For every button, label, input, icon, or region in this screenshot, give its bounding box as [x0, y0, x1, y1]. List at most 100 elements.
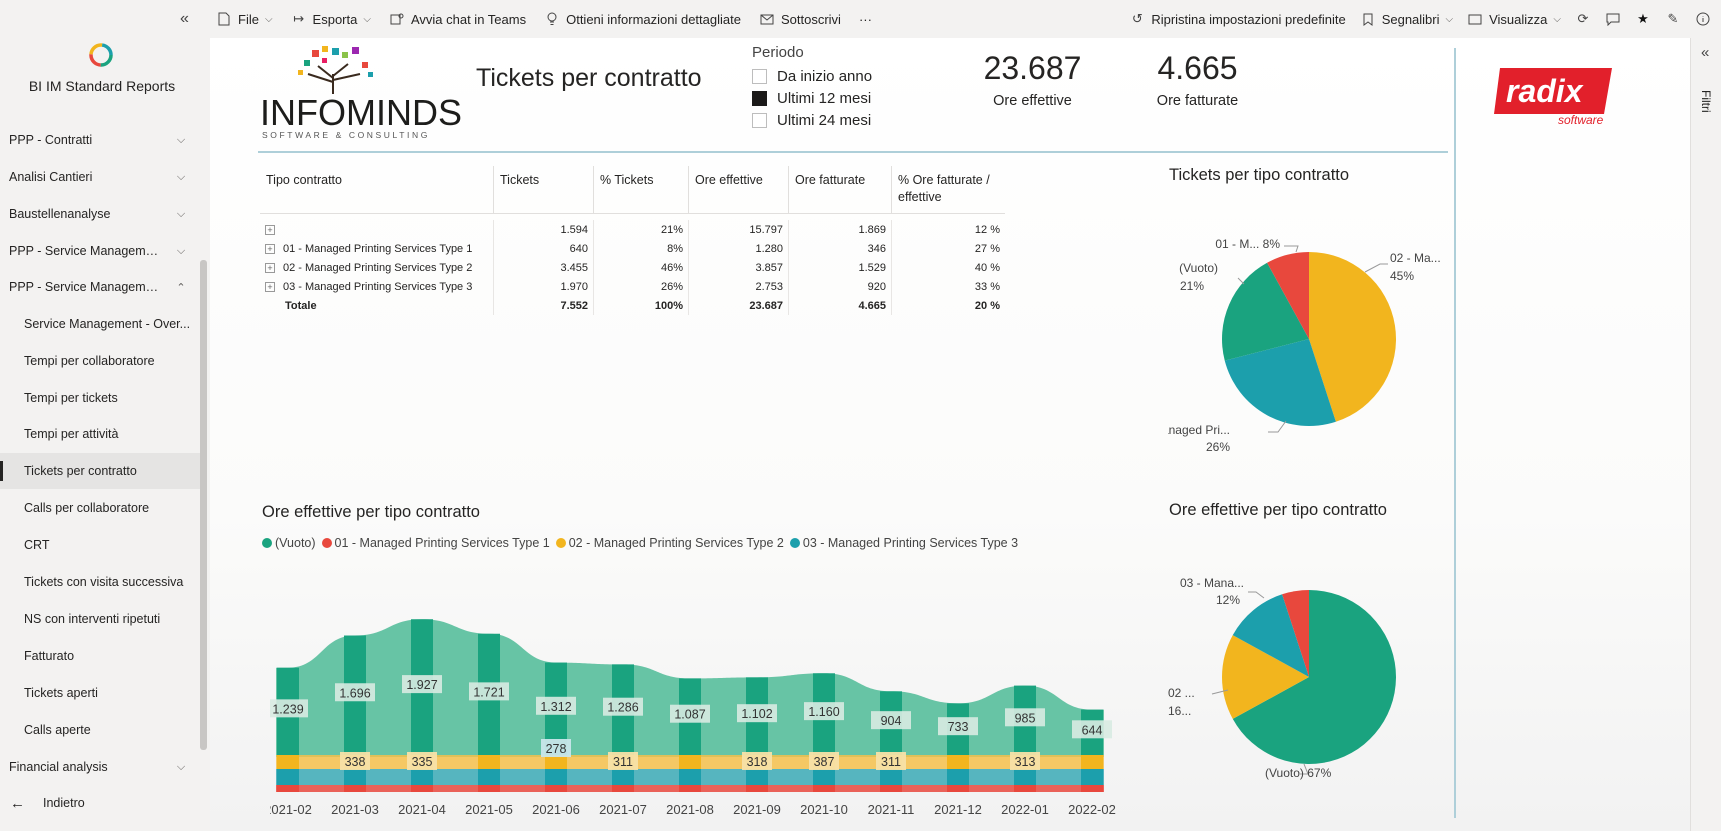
nav-page-interventi-ripetuti[interactable]: NS con interventi ripetuti	[0, 601, 200, 637]
nav-page-tempi-tickets[interactable]: Tempi per tickets	[0, 380, 200, 416]
column-type1[interactable]	[813, 785, 835, 792]
column-type1[interactable]	[612, 785, 634, 792]
nav-group-service-management-1[interactable]: PPP - Service Management... ⌵	[0, 233, 200, 269]
insights-button[interactable]: Ottieni informazioni dettagliate	[544, 11, 741, 27]
column-header[interactable]: Ore effettive	[688, 166, 788, 213]
navigation-pane: BI IM Standard Reports	[0, 38, 208, 831]
nav-page-tickets-per-contratto[interactable]: Tickets per contratto	[0, 453, 200, 489]
nav-group-financial-analysis[interactable]: Financial analysis ⌵	[0, 749, 200, 785]
legend-item[interactable]: 03 - Managed Printing Services Type 3	[789, 536, 1018, 550]
column-type1[interactable]	[679, 785, 701, 792]
column-type3[interactable]	[344, 769, 366, 785]
nav-page-tempi-collaboratore[interactable]: Tempi per collaboratore	[0, 343, 200, 379]
column-header[interactable]: % Tickets	[593, 166, 688, 213]
column-type3[interactable]	[612, 769, 634, 785]
subscribe-button[interactable]: Sottoscrivi	[759, 11, 841, 27]
bookmarks-menu[interactable]: Segnalibri ⌵	[1360, 11, 1453, 27]
nav-page-tickets-aperti[interactable]: Tickets aperti	[0, 675, 200, 711]
column-type2[interactable]	[545, 755, 567, 769]
column-header[interactable]: Ore fatturate	[788, 166, 891, 213]
column-type1[interactable]	[545, 785, 567, 792]
column-type1[interactable]	[880, 785, 902, 792]
pie-slice[interactable]	[1222, 635, 1309, 719]
pie-slice[interactable]	[1267, 252, 1309, 339]
expand-plus-icon[interactable]: +	[265, 243, 275, 254]
collapse-nav-icon[interactable]: «	[180, 10, 189, 27]
expand-plus-icon[interactable]: +	[265, 224, 275, 235]
nav-page-service-overview[interactable]: Service Management - Over...	[0, 306, 200, 342]
column-type3[interactable]	[1081, 769, 1103, 785]
nav-page-crt[interactable]: CRT	[0, 527, 200, 563]
period-option-ytd[interactable]: Da inizio anno	[752, 65, 872, 87]
info-icon[interactable]	[1695, 11, 1711, 27]
pie-slice[interactable]	[1224, 339, 1336, 426]
nav-scrollbar[interactable]	[200, 260, 207, 750]
teams-chat-button[interactable]: Avvia chat in Teams	[389, 11, 526, 27]
nav-page-calls-aperte[interactable]: Calls aperte	[0, 712, 200, 748]
pie-slice[interactable]	[1232, 590, 1396, 764]
column-type3[interactable]	[411, 769, 433, 785]
nav-group-analisi-cantieri[interactable]: Analisi Cantieri ⌵	[0, 159, 200, 195]
period-option-12m[interactable]: Ultimi 12 mesi	[752, 87, 872, 109]
column-type1[interactable]	[411, 785, 433, 792]
column-type3[interactable]	[679, 769, 701, 785]
column-header[interactable]: % Ore fatturate / effettive	[891, 166, 1005, 213]
legend-item[interactable]: (Vuoto)	[262, 536, 316, 550]
nav-group-service-management-2[interactable]: PPP - Service Management... ⌃	[0, 269, 200, 305]
column-type3[interactable]	[277, 769, 299, 785]
cell: 33 %	[891, 277, 1005, 296]
pie-slice[interactable]	[1282, 590, 1309, 677]
column-type1[interactable]	[947, 785, 969, 792]
column-type1[interactable]	[1014, 785, 1036, 792]
filters-label[interactable]: Filtri	[1699, 90, 1713, 113]
column-type3[interactable]	[813, 769, 835, 785]
filters-pane[interactable]: «	[1690, 38, 1721, 831]
legend-item[interactable]: 01 - Managed Printing Services Type 1	[321, 536, 550, 550]
export-menu[interactable]: ↦ Esporta ⌵	[291, 11, 371, 27]
edit-pencil-icon[interactable]: ✎	[1667, 11, 1679, 26]
column-type3[interactable]	[746, 769, 768, 785]
pie-slice[interactable]	[1309, 252, 1396, 422]
nav-page-visita-successiva[interactable]: Tickets con visita successiva	[0, 564, 200, 600]
nav-page-fatturato[interactable]: Fatturato	[0, 638, 200, 674]
column-type1[interactable]	[746, 785, 768, 792]
refresh-icon[interactable]: ⟳	[1577, 11, 1589, 26]
data-label-bg	[541, 739, 571, 757]
legend-item[interactable]: 02 - Managed Printing Services Type 2	[555, 536, 784, 550]
column-type1[interactable]	[344, 785, 366, 792]
pie-slice[interactable]	[1222, 262, 1309, 361]
nav-page-calls-collaboratore[interactable]: Calls per collaboratore	[0, 490, 200, 526]
column-type2[interactable]	[478, 755, 500, 769]
column-type2[interactable]	[947, 755, 969, 769]
favorite-star-icon[interactable]: ★	[1637, 11, 1649, 26]
expand-plus-icon[interactable]: +	[265, 262, 275, 273]
nav-group-ppp-contratti[interactable]: PPP - Contratti ⌵	[0, 122, 200, 158]
column-type3[interactable]	[1014, 769, 1036, 785]
nav-page-tempi-attivita[interactable]: Tempi per attività	[0, 416, 200, 452]
nav-group-baustellenanalyse[interactable]: Baustellenanalyse ⌵	[0, 196, 200, 232]
collapse-filters-icon[interactable]: «	[1701, 44, 1710, 61]
column-type1[interactable]	[478, 785, 500, 792]
more-options-button[interactable]: ···	[859, 12, 872, 27]
column-type3[interactable]	[545, 769, 567, 785]
column-type1[interactable]	[1081, 785, 1103, 792]
pie-slice[interactable]	[1232, 594, 1309, 677]
column-type3[interactable]	[478, 769, 500, 785]
expand-plus-icon[interactable]: +	[265, 281, 275, 292]
period-option-24m[interactable]: Ultimi 24 mesi	[752, 109, 872, 131]
comment-icon[interactable]	[1605, 11, 1621, 27]
column-type3[interactable]	[947, 769, 969, 785]
column-type2[interactable]	[679, 755, 701, 769]
reset-defaults-button[interactable]: ↺ Ripristina impostazioni predefinite	[1129, 11, 1346, 27]
column-type2[interactable]	[1081, 755, 1103, 769]
x-tick-label: 2021-07	[599, 802, 647, 817]
column-type1[interactable]	[277, 785, 299, 792]
column-type3[interactable]	[880, 769, 902, 785]
file-menu[interactable]: File ⌵	[216, 11, 273, 27]
column-type2[interactable]	[277, 755, 299, 769]
ribbon-title: Ore effettive per tipo contratto	[262, 503, 480, 521]
column-header[interactable]: Tickets	[493, 166, 593, 213]
column-header[interactable]: Tipo contratto	[266, 173, 342, 187]
back-button[interactable]: ← Indietro	[0, 785, 200, 821]
view-menu[interactable]: Visualizza ⌵	[1467, 11, 1561, 27]
